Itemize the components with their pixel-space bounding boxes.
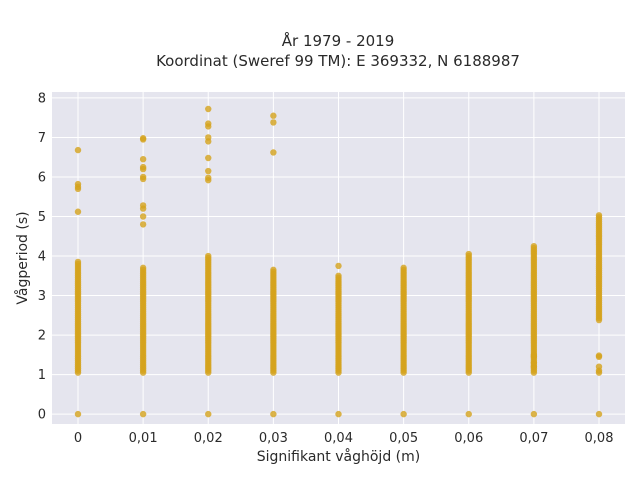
data-point [139,202,147,209]
y-tick-label: 5 [38,210,46,225]
data-point [465,410,472,418]
data-point [270,266,277,274]
data-point [335,262,342,270]
y-tick-label: 1 [38,368,46,383]
data-point [205,174,212,181]
y-tick-label: 6 [38,170,46,185]
data-point [530,351,538,359]
y-tick-label: 2 [38,329,46,344]
data-point [139,410,147,418]
x-tick-label: 0,02 [194,431,223,446]
y-tick-label: 8 [38,91,46,106]
y-tick-labels: 0 1 2 3 4 5 6 7 8 [38,91,46,422]
data-point [74,410,82,418]
x-tick-label: 0 [74,431,82,446]
data-point [74,146,82,154]
data-point [139,264,147,272]
y-axis-title: Vågperiod (s) [14,211,31,304]
data-point [400,410,407,418]
data-point [139,135,147,142]
data-point [205,134,212,141]
data-point [400,264,407,272]
data-point [595,212,603,219]
data-point [74,258,82,266]
data-point [139,155,147,163]
x-tick-labels: 0 0,01 0,02 0,03 0,04 0,05 0,06 0,07 0,08 [74,431,614,446]
data-point [205,105,212,113]
chart-title-line1: År 1979 - 2019 [282,31,395,50]
data-point [530,410,538,418]
x-tick-label: 0,04 [324,431,353,446]
data-point [139,173,147,181]
data-point [205,167,212,175]
x-tick-label: 0,07 [519,431,548,446]
data-point [270,119,277,126]
points-layer [74,105,603,418]
data-point [139,221,147,228]
x-tick-label: 0,01 [129,431,158,446]
data-point [139,213,147,220]
data-point [205,154,212,162]
data-point [205,252,212,260]
data-point [139,163,147,171]
data-point [465,250,472,258]
data-point [530,242,538,250]
data-point [595,410,603,418]
x-tick-label: 0,03 [259,431,288,446]
data-point [205,120,212,127]
data-point [270,112,277,119]
data-point [335,272,342,279]
x-tick-label: 0,08 [585,431,614,446]
data-point [74,180,82,188]
data-point [530,359,538,366]
y-tick-label: 4 [38,250,46,265]
data-point [270,410,277,418]
data-point [595,352,603,359]
x-axis-title: Signifikant våghöjd (m) [257,448,420,465]
chart-title-line2: Koordinat (Sweref 99 TM): E 369332, N 61… [156,52,520,70]
y-tick-label: 0 [38,408,46,423]
x-tick-label: 0,06 [454,431,483,446]
data-point [270,149,277,156]
data-point [595,363,603,370]
data-point [74,208,82,215]
data-point [335,410,342,418]
y-tick-label: 3 [38,289,46,304]
x-tick-label: 0,05 [389,431,418,446]
y-tick-label: 7 [38,131,46,146]
data-point [205,410,212,418]
